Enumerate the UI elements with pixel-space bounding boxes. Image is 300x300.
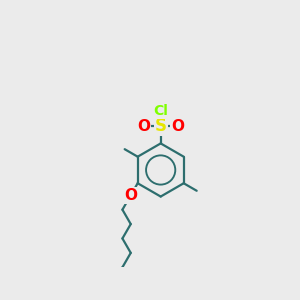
Text: Cl: Cl xyxy=(153,104,168,118)
Text: O: O xyxy=(171,118,184,134)
Text: O: O xyxy=(124,188,137,203)
Text: S: S xyxy=(155,117,167,135)
Text: O: O xyxy=(137,118,151,134)
